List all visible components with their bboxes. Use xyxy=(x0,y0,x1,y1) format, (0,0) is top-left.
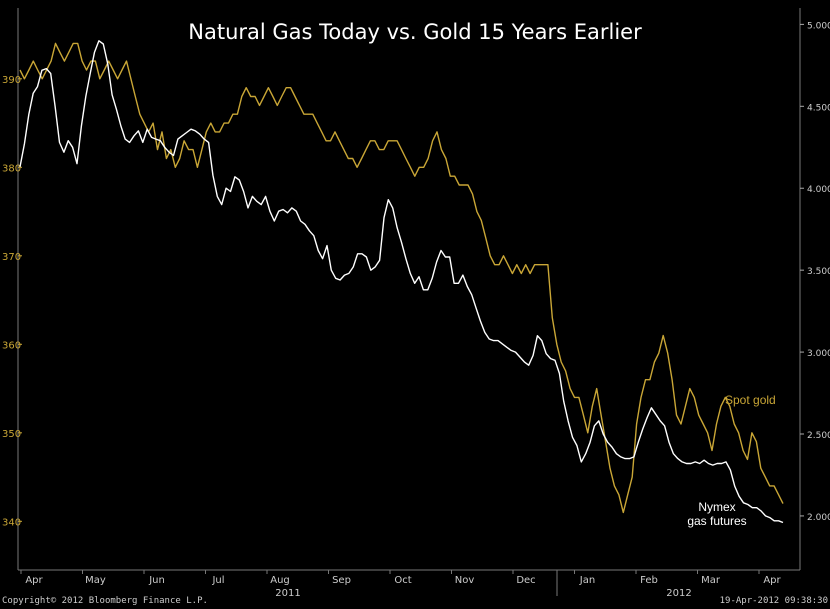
series-line-nymex-gas xyxy=(19,40,784,524)
x-month-label: Dec xyxy=(516,575,535,586)
timestamp-text: 19-Apr-2012 09:38:30 xyxy=(719,596,828,606)
x-month-label: Feb xyxy=(640,575,658,586)
x-month-label: Oct xyxy=(394,575,411,586)
left-tick-label: 380 xyxy=(2,163,21,174)
left-axis: 340 350 360 370 380 390 xyxy=(2,8,22,570)
x-month-label: Jan xyxy=(579,575,595,586)
copyright-text: Copyright© 2012 Bloomberg Finance L.P. xyxy=(2,596,208,606)
left-tick-label: 360 xyxy=(2,340,21,351)
left-tick-label: 340 xyxy=(2,517,21,528)
left-tick-label: 350 xyxy=(2,429,21,440)
legend-nymex-gas-line1: Nymex xyxy=(698,500,736,514)
right-axis: 2.000 2.500 3.000 3.500 4.000 4.500 5.000 xyxy=(799,8,830,570)
series-layer xyxy=(19,40,784,524)
right-tick-label: 5.000 xyxy=(807,21,830,31)
x-year-label: 2012 xyxy=(666,588,691,599)
x-month-label: Jun xyxy=(148,575,165,586)
legend-nymex-gas: Nymex gas futures xyxy=(683,500,751,528)
x-month-label: Apr xyxy=(763,575,781,586)
right-tick-label: 4.500 xyxy=(807,103,830,113)
x-month-label: Nov xyxy=(455,575,475,586)
legend-spot-gold: Spot gold xyxy=(725,393,776,407)
x-month-label: Aug xyxy=(270,575,290,586)
chart-title: Natural Gas Today vs. Gold 15 Years Earl… xyxy=(188,20,642,44)
x-month-label: Apr xyxy=(25,575,43,586)
right-tick-label: 4.000 xyxy=(807,185,830,195)
x-axis: Apr May Jun Jul Aug Sep Oct Nov Dec Jan Feb Mar Apr 2… xyxy=(18,569,800,599)
x-month-label: May xyxy=(85,575,106,586)
right-tick-label: 2.500 xyxy=(807,431,830,441)
x-year-label: 2011 xyxy=(275,588,300,599)
legend-nymex-gas-line2: gas futures xyxy=(687,514,747,528)
right-tick-label: 2.000 xyxy=(807,513,830,523)
left-tick-label: 370 xyxy=(2,252,21,263)
right-tick-label: 3.000 xyxy=(807,349,830,359)
right-tick-label: 3.500 xyxy=(807,267,830,277)
x-month-label: Mar xyxy=(701,575,721,586)
x-month-label: Sep xyxy=(332,575,351,586)
x-month-label: Jul xyxy=(211,575,224,586)
left-tick-label: 390 xyxy=(2,75,21,86)
